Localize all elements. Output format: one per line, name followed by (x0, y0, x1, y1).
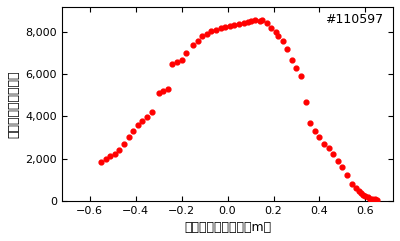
Point (107, 154, 114, 158)
Point (256, 19, 263, 23)
Point (252, 18, 258, 21)
Point (316, 135, 323, 139)
Point (174, 60, 180, 64)
Point (268, 26, 274, 30)
Point (236, 22, 242, 26)
Point (374, 198, 380, 201)
Point (144, 115, 150, 119)
Point (148, 110, 155, 114)
Point (178, 58, 185, 61)
Point (164, 87, 171, 91)
Point (289, 58, 295, 61)
Point (355, 189, 362, 193)
Point (208, 29, 215, 33)
Point (126, 135, 132, 139)
Point (222, 25, 228, 29)
X-axis label: プラズマ断面半径（m）: プラズマ断面半径（m） (184, 221, 271, 234)
Point (339, 165, 346, 169)
Point (367, 197, 373, 201)
Point (302, 100, 309, 104)
Point (112, 152, 118, 156)
Point (330, 152, 336, 156)
Point (231, 23, 238, 27)
Point (259, 18, 265, 21)
Point (130, 129, 136, 133)
Y-axis label: イオン温度（万度）: イオン温度（万度） (7, 70, 20, 138)
Point (245, 20, 252, 24)
Point (199, 34, 206, 38)
Point (335, 159, 341, 163)
Point (321, 142, 327, 146)
Point (139, 119, 146, 123)
Point (247, 19, 254, 23)
Point (364, 195, 371, 199)
Point (312, 129, 318, 133)
Point (326, 146, 332, 150)
Point (135, 123, 141, 127)
Point (98, 160, 104, 164)
Point (280, 39, 286, 43)
Point (275, 34, 281, 38)
Point (344, 174, 350, 177)
Point (204, 32, 210, 36)
Point (213, 28, 219, 32)
Point (298, 74, 304, 78)
Point (227, 24, 233, 28)
Point (121, 142, 127, 146)
Point (362, 194, 369, 198)
Point (218, 26, 224, 30)
Point (307, 121, 314, 125)
Point (358, 191, 364, 195)
Point (155, 91, 162, 95)
Point (273, 30, 279, 34)
Point (369, 197, 376, 201)
Point (194, 39, 201, 43)
Point (353, 186, 360, 190)
Point (372, 197, 378, 201)
Point (160, 89, 166, 93)
Point (240, 21, 247, 25)
Point (102, 157, 109, 161)
Point (360, 194, 366, 197)
Text: #110597: #110597 (325, 13, 383, 26)
Point (284, 47, 290, 51)
Point (183, 51, 189, 55)
Point (116, 148, 123, 152)
Point (190, 43, 196, 47)
Point (264, 21, 270, 25)
Point (293, 66, 300, 70)
Point (348, 182, 355, 186)
Point (169, 62, 176, 66)
